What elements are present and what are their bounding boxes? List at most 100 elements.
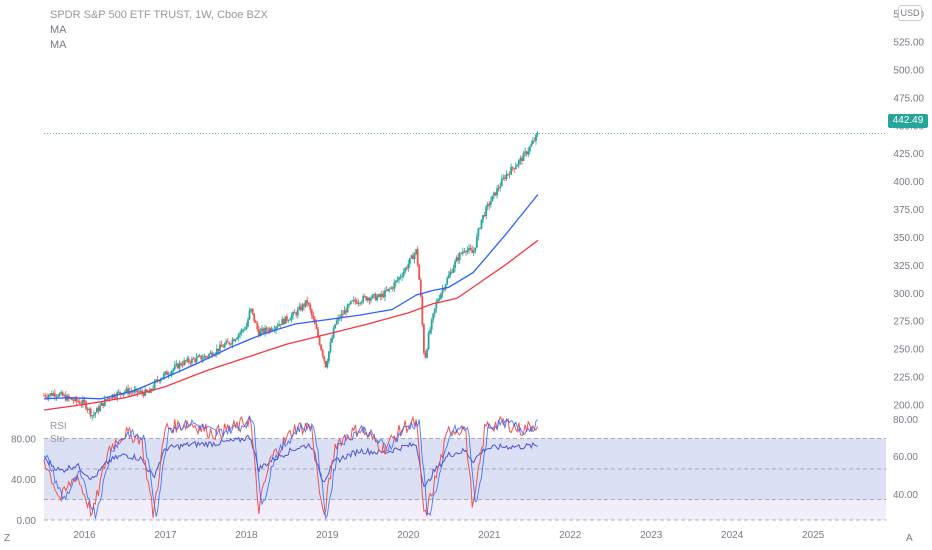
candle-body [99, 405, 101, 411]
ma-indicator-label-2[interactable]: MA [50, 39, 67, 51]
price-axis-tick: 500.00 [893, 65, 924, 76]
osc-left-tick: 80.00 [11, 434, 36, 445]
candle-body [497, 188, 500, 189]
candle-body [508, 173, 511, 175]
candle-body [124, 391, 126, 393]
zoom-reset-button[interactable]: Z [4, 533, 11, 544]
candle-body [455, 257, 458, 262]
sto-k-line[interactable] [43, 415, 538, 520]
candle-body [324, 360, 327, 368]
candle-body [237, 334, 240, 338]
price-axis-tick: 525.00 [893, 38, 924, 49]
rsi-line[interactable] [43, 434, 538, 488]
candle-body [416, 249, 419, 265]
rsi-label[interactable]: RSI [50, 421, 67, 432]
candle-body [245, 326, 248, 330]
candle-body [86, 408, 89, 410]
candle-body [446, 278, 449, 285]
candle-body [440, 293, 442, 299]
candle-body [380, 293, 383, 297]
candle-body [254, 321, 257, 323]
candle-body [43, 395, 45, 397]
candle-body [443, 289, 446, 290]
time-axis-tick: 2023 [640, 530, 663, 541]
currency-badge[interactable]: USD [898, 5, 922, 21]
candle-body [463, 251, 466, 253]
price-axis-tick: 300.00 [893, 289, 924, 300]
candle-body [393, 282, 396, 289]
candle-body [240, 329, 243, 333]
candle-body [489, 201, 492, 206]
auto-scale-button[interactable]: A [906, 533, 913, 544]
candle-body [480, 219, 483, 229]
candle-body [363, 296, 366, 297]
candle-body [382, 293, 385, 298]
ma-indicator-label-1[interactable]: MA [50, 24, 67, 36]
candle-body [345, 310, 347, 313]
candle-body [427, 333, 430, 350]
candle-body [477, 228, 480, 237]
candle-body [176, 363, 179, 369]
candle-body [57, 395, 59, 397]
symbol-title[interactable]: SPDR S&P 500 ETF TRUST, 1W, Cboe BZX [50, 9, 268, 21]
candle-body [471, 249, 474, 253]
candle-body [275, 327, 277, 330]
candle-body [100, 402, 103, 406]
candle-body [203, 356, 206, 359]
ma-slow-line[interactable] [43, 239, 539, 411]
candle-body [298, 306, 301, 310]
candle-body [173, 365, 176, 369]
candle-body [329, 342, 332, 352]
time-axis-tick: 2019 [316, 530, 339, 541]
candle-body [368, 297, 371, 301]
sto-label[interactable]: Sto [50, 434, 66, 445]
candle-body [517, 160, 520, 165]
candle-body [153, 381, 156, 389]
candle-body [259, 330, 262, 337]
candle-body [449, 271, 452, 276]
candle-body [178, 363, 181, 369]
candle-body [170, 371, 173, 375]
candle-body [326, 360, 329, 368]
price-axis-tick: 200.00 [893, 400, 924, 411]
candle-body [256, 322, 259, 330]
candle-body [432, 313, 435, 320]
candle-body [156, 379, 159, 381]
price-axis-tick: 425.00 [893, 149, 924, 160]
candle-body [334, 324, 337, 329]
candle-body [458, 253, 461, 261]
candle-body [85, 401, 87, 409]
candle-body [500, 179, 503, 187]
candle-body [527, 151, 530, 155]
candle-body [466, 249, 469, 252]
price-axis-tick: 250.00 [893, 345, 924, 356]
sto-line[interactable] [43, 415, 539, 518]
candle-body [44, 395, 47, 397]
candle-body [299, 306, 302, 311]
candle-body [373, 294, 375, 295]
candle-body [247, 319, 249, 327]
candle-body [208, 354, 210, 357]
time-axis-tick: 2018 [235, 530, 258, 541]
candle-body [469, 247, 472, 250]
candle-body [399, 276, 402, 278]
candle-body [519, 157, 522, 161]
candle-body [391, 287, 394, 289]
candle-body [287, 320, 290, 322]
candle-body [197, 356, 200, 358]
candle-body [407, 263, 410, 269]
candle-body [159, 379, 162, 382]
candle-body [162, 373, 165, 378]
ma-fast-line[interactable] [43, 194, 539, 400]
candle-body [278, 324, 280, 327]
candle-body [331, 337, 333, 343]
candle-body [226, 341, 229, 343]
candle-body [119, 391, 122, 394]
candle-body [211, 352, 214, 357]
candle-body [507, 173, 509, 175]
candle-body [349, 301, 352, 304]
chart-legend: SPDR S&P 500 ETF TRUST, 1W, Cboe BZX MA … [50, 8, 268, 53]
candle-body [231, 339, 234, 345]
candle-body [150, 389, 153, 391]
candle-body [141, 390, 143, 393]
